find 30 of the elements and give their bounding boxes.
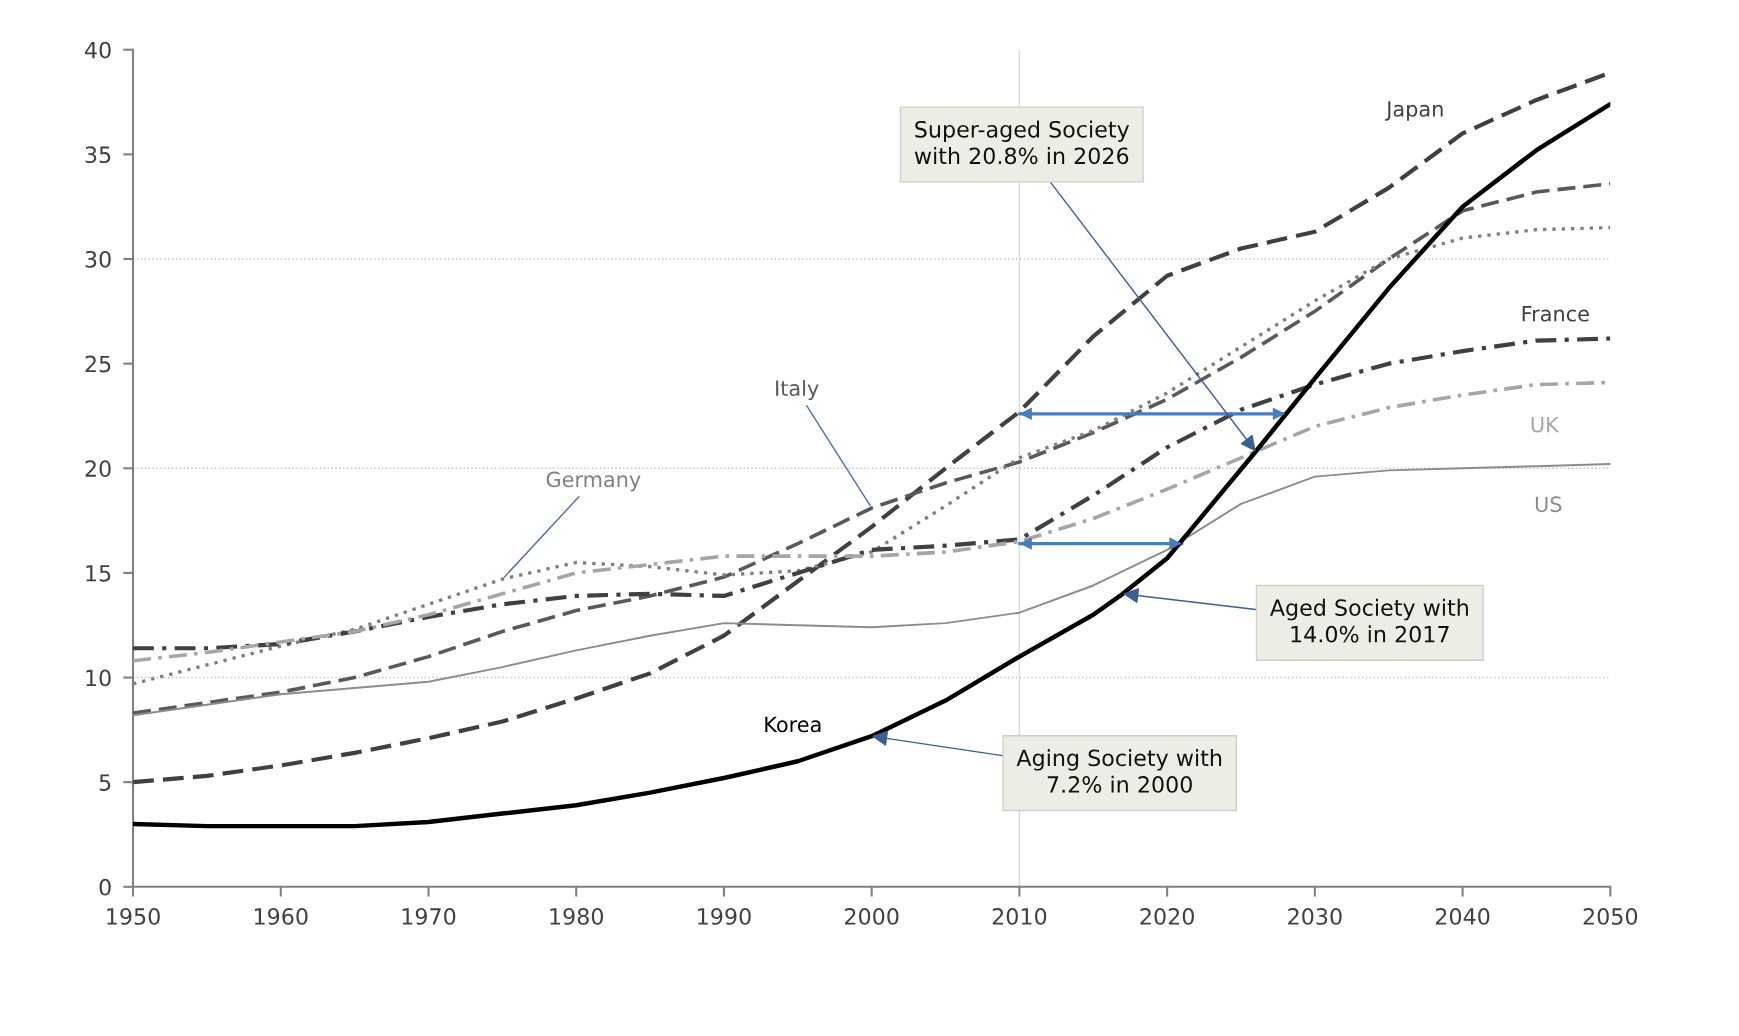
x-tick-label: 2020 [1140,908,1194,925]
x-tick-label: 2030 [1288,908,1342,925]
text: Germany [546,471,641,492]
text: Italy [776,379,819,401]
y-tick-label: 10 [86,669,111,687]
x-tick-label: 2040 [1435,908,1490,925]
y-tick-label: 40 [85,41,111,59]
x-tick-label: 2050 [1583,908,1638,925]
x-tick-label: 1990 [698,908,751,925]
annotation: Aging Society with 7.2% in 2000 [1016,749,1222,793]
x-tick-label: 1970 [402,908,456,925]
annotation: Aged Society with 14.0% in 2017 [1269,598,1468,643]
y-tick-label: 30 [85,250,111,268]
y-tick-label: 35 [85,146,111,164]
series-label: Japan [1385,101,1443,121]
series-label: US [1535,496,1562,513]
y-tick-label: 20 [85,460,111,478]
annotation: Super-aged Society with 20.8% in 2026 [914,120,1130,165]
x-tick-label: 1960 [254,908,308,925]
x-tick-label: 2010 [992,908,1047,925]
y-tick-label: 5 [99,774,111,791]
x-tick-label: 1950 [107,908,160,925]
series-label: France [1522,306,1589,322]
series-label: UK [1531,417,1560,433]
y-tick-label: 0 [99,878,111,896]
y-tick-label: 25 [85,355,111,373]
x-tick-label: 1980 [550,908,604,925]
x-tick-label: 2000 [845,908,899,925]
series-label: Korea [765,716,821,733]
y-tick-label: 15 [86,565,111,582]
